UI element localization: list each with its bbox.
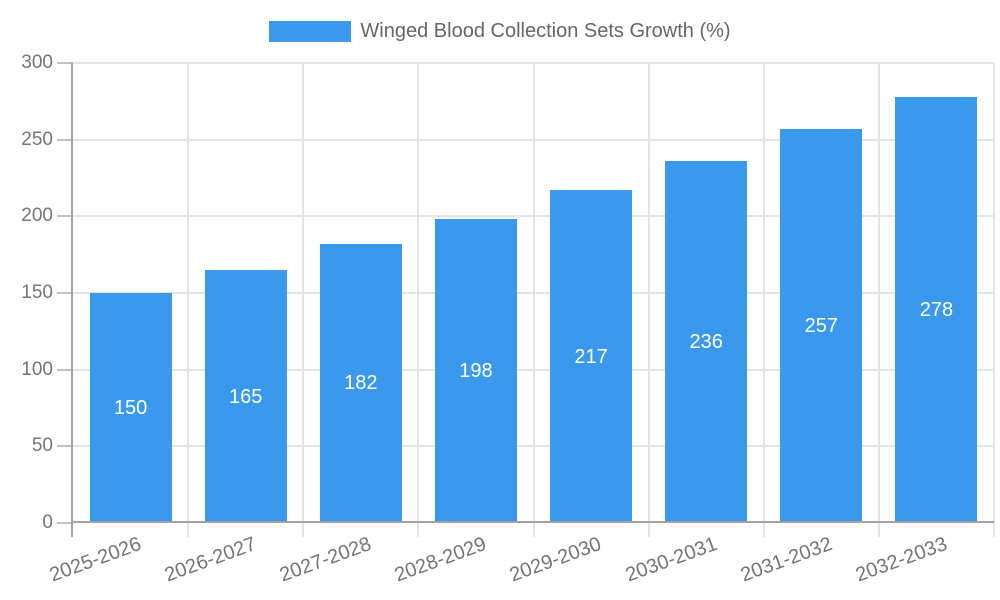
bar-value-label: 165	[229, 385, 263, 408]
bar-2032-2033[interactable]: 278	[895, 96, 978, 523]
x-gridline	[762, 63, 765, 537]
y-axis-label: 300	[21, 52, 53, 73]
bar-value-label: 278	[919, 298, 954, 321]
bar-2029-2030[interactable]: 217	[550, 190, 633, 523]
bar-2030-2031[interactable]: 236	[665, 161, 748, 523]
x-axis-label: 2025-2026	[46, 533, 145, 587]
y-axis-tick	[57, 62, 73, 64]
legend-label: Winged Blood Collection Sets Growth (%)	[360, 19, 731, 42]
x-axis-label: 2028-2029	[392, 533, 490, 587]
x-gridline	[993, 63, 995, 537]
y-axis-tick	[57, 292, 73, 294]
x-gridline	[417, 63, 420, 537]
y-axis-tick	[57, 522, 73, 524]
x-gridline	[647, 63, 650, 537]
bar-2031-2032[interactable]: 257	[780, 128, 863, 523]
x-gridline	[532, 63, 535, 537]
bar-value-label: 217	[574, 345, 608, 368]
x-gridline	[187, 63, 190, 537]
x-gridline	[302, 63, 305, 537]
y-axis-tick	[57, 368, 73, 371]
x-axis-label: 2032-2033	[852, 533, 950, 587]
legend-swatch	[269, 20, 352, 42]
y-axis-line	[71, 63, 73, 537]
bar-value-label: 182	[344, 372, 378, 395]
bar-value-label: 150	[113, 397, 148, 419]
y-axis-label: 150	[21, 282, 53, 303]
legend-item[interactable]: Winged Blood Collection Sets Growth (%)	[269, 19, 731, 42]
bar-value-label: 236	[689, 331, 723, 354]
x-axis-label: 2027-2028	[276, 533, 375, 587]
x-axis-label: 2031-2032	[737, 533, 835, 587]
y-axis-label: 250	[21, 128, 53, 150]
y-axis-label: 100	[21, 358, 53, 380]
chart-legend: Winged Blood Collection Sets Growth (%)	[0, 20, 1000, 42]
bar-2027-2028[interactable]: 182	[319, 243, 402, 523]
y-axis-label: 0	[42, 512, 53, 533]
bar-value-label: 198	[459, 360, 493, 383]
x-axis-line	[73, 521, 994, 523]
bar-2026-2027[interactable]: 165	[204, 270, 287, 523]
bar-2025-2026[interactable]: 150	[89, 293, 172, 523]
bar-value-label: 257	[804, 314, 838, 337]
x-axis-label: 2026-2027	[161, 533, 260, 587]
x-axis-label: 2030-2031	[622, 533, 720, 587]
y-axis-label: 200	[21, 205, 53, 227]
y-axis-tick	[57, 445, 73, 448]
y-axis-tick	[57, 215, 73, 218]
chart-plot-area: 0 50 100 150 200 250 300 150 2025-2026 165 2026-20…	[21, 52, 995, 586]
bar-2028-2029[interactable]: 198	[434, 219, 517, 523]
y-axis-tick	[57, 138, 73, 141]
y-axis-label: 50	[31, 435, 53, 457]
x-axis-label: 2029-2030	[507, 533, 605, 587]
x-gridline	[877, 63, 880, 537]
